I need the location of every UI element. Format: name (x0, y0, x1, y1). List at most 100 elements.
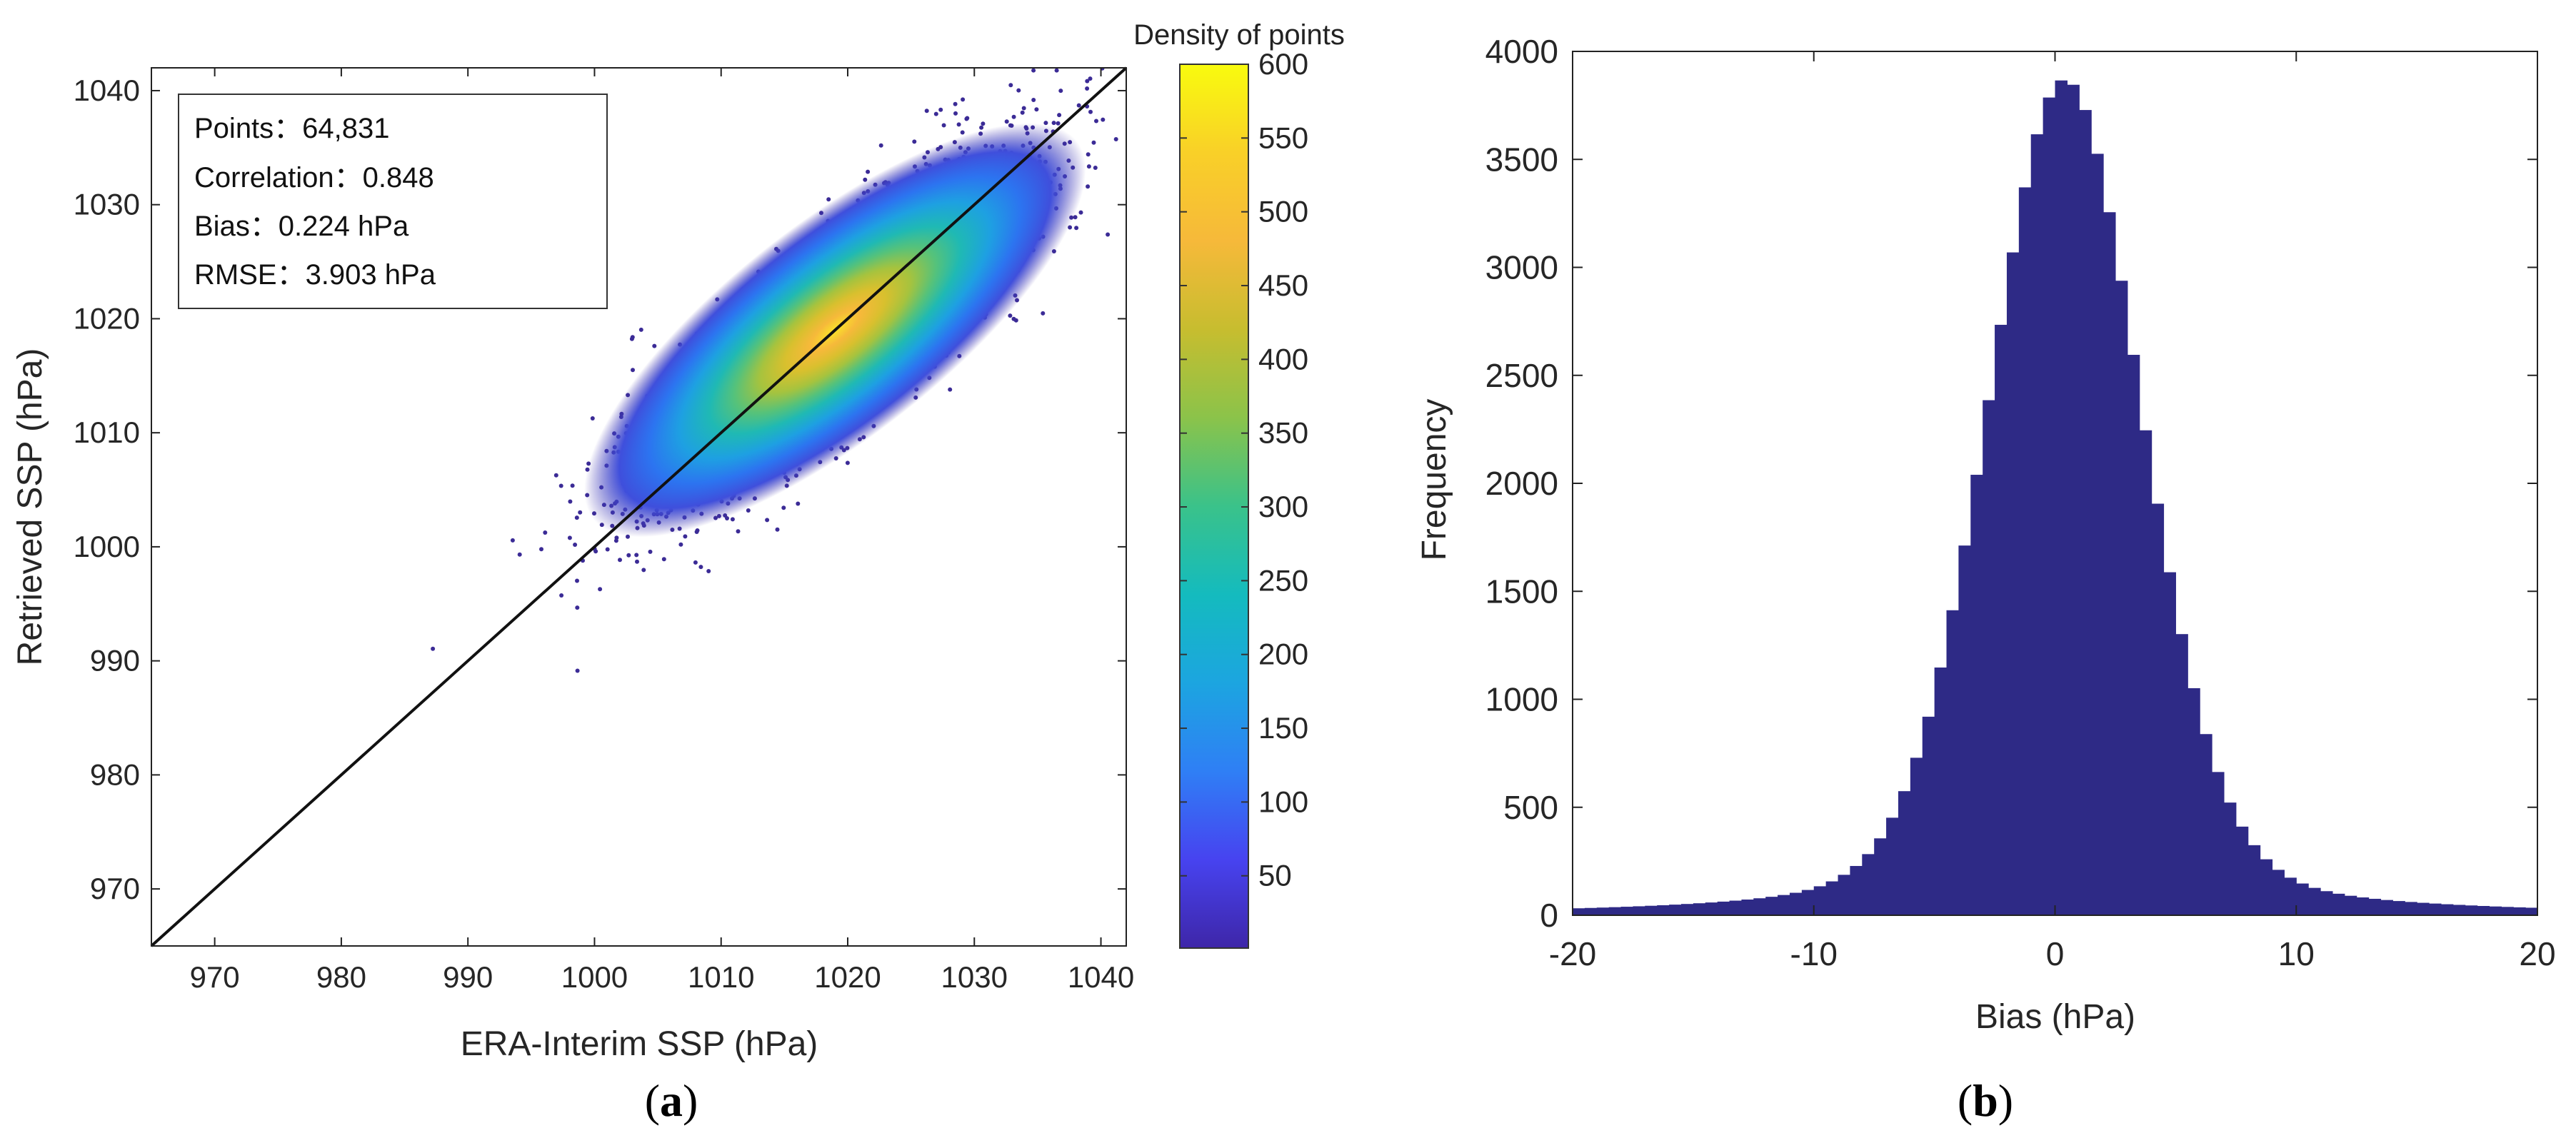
histogram-ticks: -20 -10 0 10 20 0 500 1000 1500 2000 2500 3000 3500 4… (1485, 33, 2556, 972)
scatter-point (979, 125, 984, 130)
scatter-point (683, 534, 688, 539)
y-tick-label: 0 (1540, 897, 1558, 934)
histogram-bar (2356, 897, 2370, 915)
colorbar-title: Density of points (1133, 19, 1345, 51)
colorbar-gradient (1179, 64, 1249, 949)
histogram-bar (2405, 902, 2417, 915)
histogram-bar (1729, 900, 1743, 915)
histogram-bar (1874, 838, 1887, 915)
histogram-bar (2332, 893, 2345, 915)
histogram-bar (2127, 355, 2140, 915)
histogram-bar (2368, 898, 2382, 915)
scatter-point (1078, 210, 1083, 215)
scatter-point (1041, 311, 1046, 316)
histogram-bar (1645, 905, 1658, 915)
scatter-point (638, 327, 643, 332)
colorbar-tick-label: 50 (1258, 859, 1292, 892)
scatter-panel: 970 980 990 1000 1010 1020 1030 1040 970 980 990 10… (11, 14, 1134, 1063)
histogram-bar (1813, 886, 1827, 915)
colorbar-tick-label: 500 (1258, 195, 1308, 228)
y-tick-label: 2500 (1485, 357, 1558, 394)
colorbar-ticks: 50 100 150 200 250 300 350 400 450 500 550 600 (1180, 47, 1308, 892)
histogram-bar (2344, 895, 2357, 915)
scatter-point (1088, 109, 1093, 114)
histogram-bar (2501, 907, 2514, 915)
scatter-point (652, 343, 657, 348)
stats-points: Points：64,831 (194, 113, 390, 144)
scatter-point (1085, 86, 1090, 91)
scatter-point (1063, 50, 1068, 54)
panel-label-letter: b (1973, 1075, 1998, 1126)
y-tick-label: 3500 (1485, 141, 1558, 178)
scatter-point (578, 510, 583, 515)
histogram-bar (1898, 791, 1911, 915)
x-tick-label: 1000 (561, 960, 628, 994)
scatter-point (736, 529, 741, 534)
scatter-point (1083, 14, 1088, 18)
histogram-bar (2151, 503, 2165, 915)
scatter-point (575, 605, 580, 610)
x-tick-label: 1030 (941, 960, 1008, 994)
scatter-point (1091, 140, 1096, 145)
scatter-point (559, 593, 564, 598)
scatter-point (730, 517, 735, 522)
y-tick-label: 4000 (1485, 33, 1558, 70)
scatter-point (1086, 152, 1091, 157)
histogram-bar (2417, 902, 2430, 915)
scatter-point (796, 501, 801, 506)
scatter-point (661, 557, 666, 562)
scatter-point (1008, 313, 1013, 318)
scatter-point (1085, 79, 1090, 84)
histogram-bar (1801, 890, 1815, 915)
histogram-bar (2212, 772, 2225, 915)
scatter-point (956, 122, 961, 127)
histogram-bar (2308, 887, 2321, 915)
histogram-bar (2452, 905, 2466, 915)
histogram-bar (2320, 891, 2333, 915)
histogram-bar (2067, 84, 2080, 916)
y-tick-label: 1000 (1485, 681, 1558, 718)
scatter-xlabel: ERA-Interim SSP (hPa) (461, 1025, 818, 1063)
scatter-point (1058, 89, 1063, 94)
histogram-bar (2284, 877, 2297, 915)
scatter-point (1043, 121, 1048, 126)
scatter-point (575, 578, 579, 583)
scatter-point (1076, 103, 1081, 108)
histogram-bar (1862, 854, 1875, 915)
colorbar-tick-label: 200 (1258, 638, 1308, 671)
scatter-point (1072, 56, 1076, 61)
scatter-point (568, 499, 573, 504)
y-tick-label: 1010 (74, 416, 140, 449)
histogram-bar (1765, 897, 1778, 915)
one-to-one-line (150, 66, 1128, 947)
histogram-bars (1573, 80, 2538, 916)
scatter-point (630, 335, 635, 340)
scatter-point (1094, 119, 1098, 124)
scatter-point (1106, 232, 1111, 237)
histogram-bar (2200, 734, 2212, 915)
histogram-bar (1946, 610, 1959, 915)
scatter-point (1031, 68, 1036, 73)
scatter-point (1088, 76, 1093, 81)
histogram-bar (2103, 212, 2116, 915)
colorbar-tick-label: 400 (1258, 342, 1308, 376)
histogram-bar (1573, 908, 1585, 915)
histogram-bar (2296, 883, 2309, 915)
scatter-point (775, 527, 780, 532)
panel-label-a: (a) (645, 1075, 698, 1126)
scatter-point (878, 143, 883, 148)
scatter-point (605, 547, 610, 552)
scatter-point (543, 530, 548, 535)
histogram-bar (1958, 545, 1971, 915)
histogram-bar (1657, 905, 1670, 915)
histogram-bar (1741, 899, 1754, 915)
histogram-bar (1825, 881, 1839, 915)
scatter-point (553, 473, 558, 478)
scatter-point (575, 668, 580, 673)
scatter-point (694, 530, 699, 534)
scatter-point (1051, 121, 1056, 126)
scatter-point (746, 508, 751, 513)
y-tick-label: 500 (1503, 789, 1558, 826)
scatter-point (912, 139, 917, 144)
histogram-bar (1584, 907, 1598, 915)
